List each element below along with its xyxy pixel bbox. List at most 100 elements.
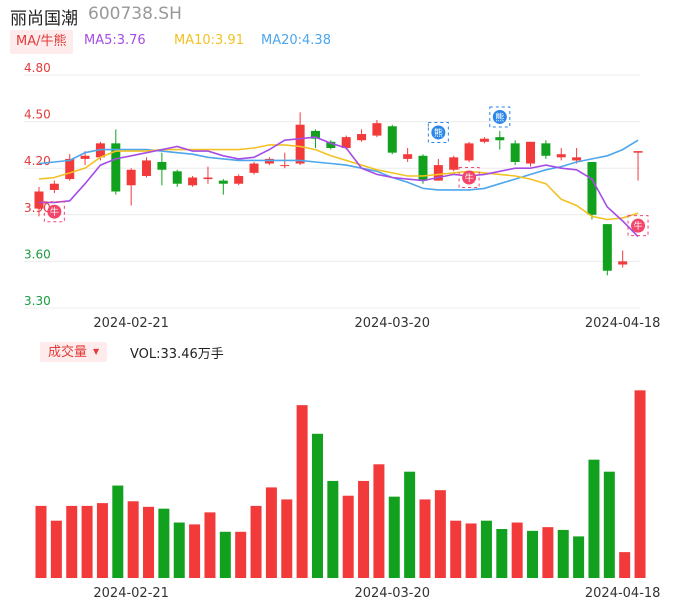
signal-label: 牛	[465, 172, 474, 184]
candle-body	[172, 171, 182, 184]
signal-label: 牛	[634, 220, 643, 232]
candle-body	[203, 177, 213, 180]
ma10-line	[38, 144, 639, 221]
volume-bar	[127, 501, 139, 578]
bull-signal-icon: 牛	[627, 215, 649, 237]
signal-dot	[47, 204, 62, 219]
signal-dot	[492, 109, 507, 124]
volume-bar	[480, 520, 492, 578]
signal-frame	[458, 167, 480, 189]
candle-body	[49, 183, 59, 190]
volume-bar	[35, 505, 47, 578]
volume-bar	[66, 505, 78, 578]
ma10-label: MA10:3.91	[174, 33, 244, 48]
x-tick-label: 2024-04-18	[585, 316, 661, 331]
candle-body	[326, 141, 336, 149]
signal-frame	[43, 201, 65, 223]
volume-bar	[465, 523, 477, 578]
volume-bar	[81, 505, 93, 578]
candle-body	[387, 126, 397, 153]
volume-bar	[327, 480, 339, 578]
candle-body	[111, 143, 121, 192]
signal-dot	[462, 170, 477, 185]
volume-bar	[557, 529, 569, 578]
candle-body	[479, 138, 489, 142]
volume-bar	[511, 522, 523, 578]
signal-frame	[427, 121, 449, 143]
volume-bar	[342, 495, 354, 578]
candle-body	[403, 154, 413, 159]
volume-x-tick-label: 2024-02-21	[93, 586, 169, 601]
signal-frame	[489, 106, 511, 128]
volume-bar	[358, 480, 370, 578]
signal-dot	[631, 218, 646, 233]
candle-body	[310, 130, 320, 139]
volume-bar	[311, 433, 323, 578]
volume-bar	[219, 531, 231, 578]
ma20-line	[38, 139, 639, 191]
candle-body	[556, 154, 566, 158]
bull-signal-icon: 牛	[458, 167, 480, 189]
bear-signal-icon: 熊	[489, 106, 511, 128]
candle-body	[142, 160, 152, 176]
candle-body	[510, 143, 520, 162]
signal-dot	[431, 125, 446, 140]
volume-bar	[265, 487, 277, 578]
volume-bar	[527, 530, 539, 578]
volume-bar	[388, 496, 400, 578]
volume-bar	[603, 471, 615, 578]
volume-bar	[189, 524, 201, 578]
candle-body	[372, 123, 382, 136]
volume-bar	[619, 552, 631, 578]
candle-body	[357, 134, 367, 141]
candle-body	[295, 124, 305, 164]
bull-signal-icon: 牛	[43, 201, 65, 223]
candle-body	[249, 163, 259, 173]
volume-bar	[634, 390, 646, 578]
signal-label: 熊	[495, 111, 504, 123]
price-chart[interactable]: 4.804.504.203.903.603.30牛熊牛熊牛2024-02-212…	[0, 0, 686, 335]
candle-body	[280, 165, 290, 167]
volume-toggle-label: 成交量	[48, 345, 88, 360]
candle-body	[157, 161, 167, 170]
candle-body	[572, 157, 582, 161]
bear-signal-icon: 熊	[427, 121, 449, 143]
candle-body	[633, 151, 643, 153]
volume-toggle-button[interactable]: 成交量 ▼	[40, 342, 108, 362]
stock-code: 600738.SH	[88, 4, 182, 24]
signal-frame	[627, 215, 649, 237]
ma5-label: MA5:3.76	[84, 33, 146, 48]
volume-bar	[112, 485, 124, 578]
y-tick-label: 3.60	[24, 247, 51, 261]
volume-bar	[496, 529, 508, 578]
x-tick-label: 2024-02-21	[93, 316, 169, 331]
y-tick-label: 4.50	[24, 108, 51, 122]
volume-bar	[419, 499, 431, 578]
volume-bar	[542, 527, 554, 578]
signal-label: 熊	[434, 127, 443, 139]
candle-body	[433, 165, 443, 181]
volume-bar	[96, 503, 108, 578]
candle-body	[80, 155, 90, 159]
y-tick-label: 4.20	[24, 154, 51, 168]
volume-bar	[588, 459, 600, 578]
signal-label: 牛	[50, 206, 59, 218]
candle-body	[34, 191, 44, 209]
ma5-line	[39, 136, 639, 238]
candle-body	[464, 143, 474, 161]
volume-x-tick-label: 2024-04-18	[585, 586, 661, 601]
candle-body	[188, 177, 198, 186]
ma-toggle-button[interactable]: MA/牛熊	[10, 30, 73, 54]
volume-bar	[204, 512, 216, 578]
volume-bar	[434, 490, 446, 578]
candle-body	[618, 261, 628, 265]
volume-bar	[281, 499, 293, 578]
volume-bar	[373, 464, 385, 578]
volume-bar	[404, 471, 416, 578]
volume-bar	[573, 536, 585, 578]
volume-bar	[296, 405, 308, 578]
candle-body	[218, 180, 228, 184]
candle-body	[418, 155, 428, 181]
volume-bar	[250, 505, 262, 578]
candle-body	[587, 161, 597, 215]
